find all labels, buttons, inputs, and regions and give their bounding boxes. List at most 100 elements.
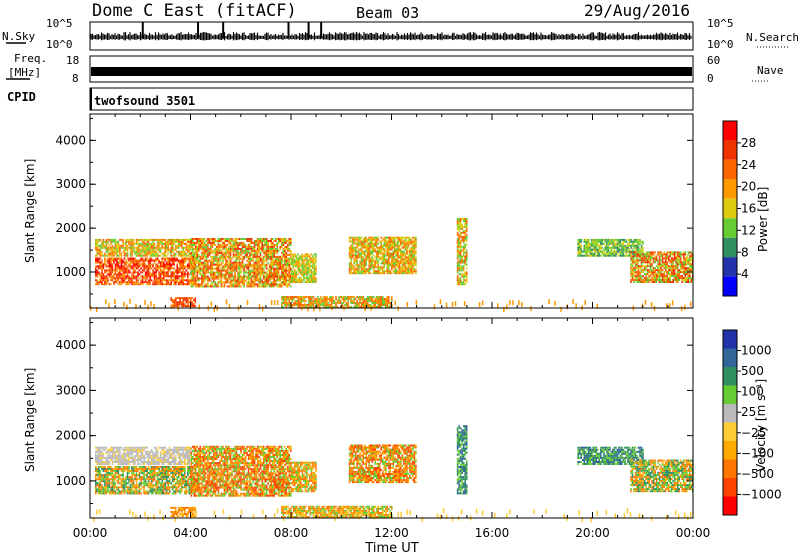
heatmap-cell [687, 259, 690, 262]
heatmap-cell [637, 281, 640, 283]
heatmap-cell [285, 271, 288, 274]
heatmap-cell [161, 277, 163, 280]
heatmap-cell [661, 259, 664, 262]
heatmap-cell [117, 271, 120, 274]
heatmap-cell [170, 275, 172, 278]
heatmap-cell [282, 269, 285, 272]
heatmap-cell [241, 249, 244, 252]
heatmap-cell [134, 259, 136, 262]
heatmap-cell [366, 248, 369, 251]
heatmap-cell [122, 281, 124, 284]
heatmap-cell [196, 277, 199, 280]
heatmap-cell [146, 242, 148, 245]
heatmap-cell [456, 281, 459, 284]
heatmap-cell [589, 246, 592, 249]
heatmap-cell [315, 281, 317, 283]
heatmap-cell [220, 245, 223, 248]
heatmap-cell [304, 257, 307, 260]
heatmap-cell [404, 246, 407, 249]
heatmap-cell [125, 254, 127, 257]
heatmap-cell [640, 255, 643, 258]
heatmap-cell [228, 261, 230, 264]
heatmap-cell [182, 254, 185, 257]
heatmap-cell [170, 242, 172, 245]
heatmap-cell [597, 244, 599, 247]
heatmap-cell [597, 254, 599, 257]
heatmap-cell [134, 263, 136, 266]
heatmap-cell [310, 253, 313, 256]
heatmap-cell [350, 262, 352, 265]
heatmap-cell [368, 252, 370, 255]
heatmap-cell [369, 264, 372, 267]
heatmap-cell [132, 275, 135, 278]
heatmap-cell [210, 241, 212, 244]
heatmap-cell [663, 279, 665, 281]
heatmap-cell [271, 243, 274, 246]
heatmap-cell [125, 263, 127, 266]
heatmap-cell [681, 261, 683, 264]
heatmap-cell [663, 257, 665, 260]
heatmap-cell [406, 240, 408, 243]
heatmap-cell [241, 279, 244, 282]
heatmap-cell [658, 263, 661, 266]
heatmap-cell [652, 267, 655, 270]
heatmap-cell [231, 238, 233, 240]
heatmap-cell [338, 300, 340, 303]
heatmap-cell [458, 277, 460, 280]
heatmap-cell [606, 242, 608, 245]
heatmap-cell [177, 261, 180, 264]
heatmap-cell [276, 285, 278, 288]
heatmap-cell [580, 238, 582, 241]
heatmap-cell [618, 254, 620, 257]
heatmap-cell [639, 265, 641, 268]
heatmap-cell [282, 263, 285, 266]
heatmap-cell [372, 254, 375, 257]
heatmap-cell [114, 277, 117, 280]
heatmap-cell [409, 242, 411, 245]
heatmap-cell [350, 260, 352, 263]
heatmap-cell [214, 253, 217, 256]
heatmap-cell [397, 240, 399, 243]
heatmap-cell [412, 250, 414, 253]
heatmap-cell [216, 253, 218, 256]
heatmap-cell [137, 279, 139, 282]
heatmap-cell [179, 261, 181, 264]
heatmap-cell [182, 238, 185, 241]
heatmap-cell [107, 277, 109, 280]
heatmap-cell [287, 302, 289, 305]
heatmap-cell [161, 265, 163, 268]
heatmap-cell [138, 248, 141, 251]
heatmap-cell [165, 263, 168, 266]
heatmap-cell [202, 238, 205, 240]
heatmap-cell [288, 306, 291, 308]
heatmap-cell [301, 259, 304, 262]
heatmap-cell [637, 269, 640, 272]
heatmap-cell [174, 252, 177, 255]
heatmap-cell [313, 279, 316, 281]
heatmap-cell [284, 275, 286, 278]
heatmap-cell [134, 275, 136, 278]
heatmap-cell [259, 265, 262, 268]
heatmap-cell [185, 257, 188, 260]
heatmap-cell [397, 272, 399, 275]
heatmap-cell [649, 279, 652, 281]
heatmap-cell [220, 257, 223, 260]
heatmap-cell [156, 279, 159, 282]
heatmap-cell [294, 263, 296, 266]
heatmap-cell [320, 302, 322, 305]
heatmap-cell [313, 275, 316, 278]
heatmap-cell [298, 277, 301, 280]
heatmap-cell [404, 236, 407, 239]
heatmap-cell [196, 285, 199, 288]
heatmap-cell [198, 283, 200, 286]
heatmap-cell [637, 246, 640, 249]
heatmap-cell [237, 271, 239, 274]
heatmap-cell [164, 246, 166, 249]
heatmap-cell [210, 238, 212, 240]
heatmap-cell [155, 265, 157, 268]
heatmap-cell [193, 277, 196, 280]
heatmap-cell [164, 279, 166, 282]
heatmap-cell [315, 269, 317, 272]
heatmap-cell [213, 249, 215, 252]
heatmap-cell [119, 248, 121, 251]
